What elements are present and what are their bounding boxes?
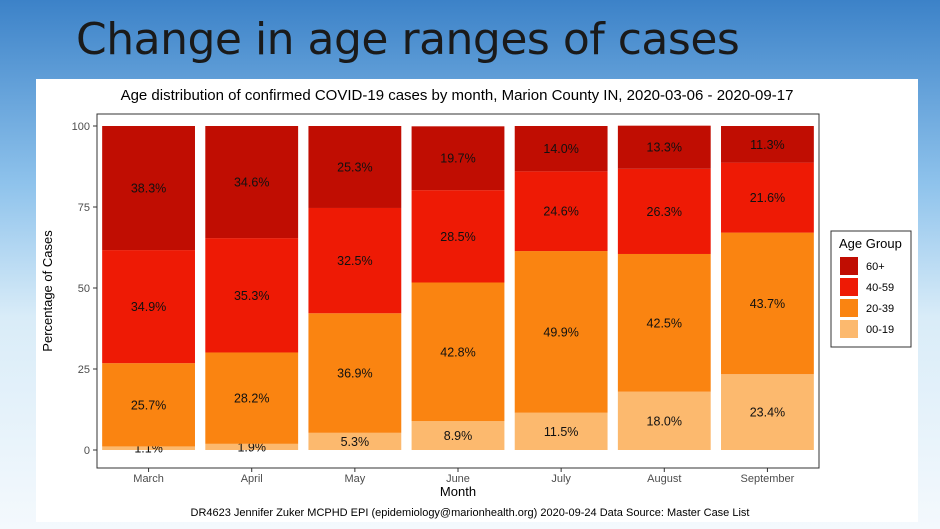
bar-segment-40-59-June: [411, 190, 505, 283]
slide-title: Change in age ranges of cases: [76, 14, 740, 65]
legend-label: 20-39: [866, 303, 894, 315]
data-label: 11.3%: [750, 138, 785, 152]
data-source-caption: DR4623 Jennifer Zuker MCPHD EPI (epidemi…: [191, 507, 750, 519]
bar-segment-00-19-August: [617, 391, 711, 450]
x-axis-title: Month: [440, 484, 476, 499]
data-label: 21.6%: [750, 191, 785, 205]
bar-segment-20-39-April: [205, 352, 299, 444]
bar-segment-00-19-June: [411, 421, 505, 450]
bar-segment-60+-May: [308, 126, 402, 208]
data-label: 28.5%: [440, 230, 475, 244]
y-tick-label: 25: [78, 364, 90, 376]
x-tick-label: August: [647, 473, 681, 485]
y-tick-label: 0: [84, 445, 90, 457]
data-label: 13.3%: [647, 141, 682, 155]
y-axis: 0 25 50 75 100: [72, 121, 97, 457]
bar-segment-20-39-June: [411, 282, 505, 422]
bar-segment-20-39-July: [514, 251, 608, 413]
legend: Age Group 60+ 40-59 20-39 00-19: [830, 230, 912, 348]
legend-title: Age Group: [839, 236, 902, 251]
data-label: 19.7%: [440, 152, 475, 166]
bar-segment-40-59-July: [514, 171, 608, 252]
legend-swatch-00-19: [840, 320, 858, 338]
data-label: 11.5%: [544, 425, 579, 439]
bar-segment-40-59-May: [308, 207, 402, 314]
data-label: 26.3%: [647, 205, 682, 219]
data-label: 34.6%: [234, 176, 269, 190]
chart-title: Age distribution of confirmed COVID-19 c…: [121, 87, 794, 104]
bar-segment-60+-June: [411, 126, 505, 191]
data-label: 18.0%: [647, 414, 682, 428]
x-tick-label: March: [133, 473, 164, 485]
y-tick-label: 75: [78, 202, 90, 214]
data-label: 25.7%: [131, 398, 166, 412]
x-tick-label: September: [741, 473, 795, 485]
bar-segment-20-39-September: [721, 232, 814, 375]
data-label: 8.9%: [444, 429, 473, 443]
bar-segment-60+-July: [514, 126, 608, 172]
data-label: 35.3%: [234, 289, 269, 303]
data-label: 28.2%: [234, 392, 269, 406]
bar-segment-00-19-September: [721, 374, 814, 450]
x-tick-label: July: [551, 473, 571, 485]
x-tick-label: May: [344, 473, 365, 485]
data-label: 14.0%: [543, 142, 578, 156]
bar-segment-20-39-March: [102, 363, 195, 447]
data-label: 43.7%: [750, 297, 785, 311]
legend-swatch-20-39: [840, 299, 858, 317]
legend-label: 60+: [866, 261, 885, 273]
x-axis: March April May June July August September: [133, 468, 795, 485]
legend-swatch-40-59: [840, 278, 858, 296]
bar-segment-60+-September: [721, 126, 814, 163]
data-label: 42.5%: [647, 316, 682, 330]
data-label: 38.3%: [131, 182, 166, 196]
bar-segment-20-39-May: [308, 313, 402, 433]
bar-segment-00-19-July: [514, 412, 608, 450]
bar-segment-60+-August: [617, 125, 711, 169]
bar-segment-00-19-March: [102, 446, 195, 450]
bar-segment-40-59-September: [721, 162, 814, 233]
bar-segment-00-19-May: [308, 432, 402, 450]
bar-segment-60+-March: [102, 126, 195, 251]
bars-group: 1.1%25.7%34.9%38.3%1.9%28.2%35.3%34.6%5.…: [102, 125, 814, 456]
bar-segment-40-59-August: [617, 168, 711, 254]
legend-swatch-60+: [840, 257, 858, 275]
data-label: 49.9%: [543, 325, 578, 339]
y-tick-label: 50: [78, 283, 90, 295]
x-tick-label: June: [446, 473, 470, 485]
data-label: 32.5%: [337, 254, 372, 268]
y-tick-label: 100: [72, 121, 90, 133]
bar-segment-00-19-April: [205, 443, 299, 450]
chart-panel: Age distribution of confirmed COVID-19 c…: [36, 79, 918, 522]
bar-segment-40-59-March: [102, 250, 195, 364]
bar-segment-40-59-April: [205, 238, 299, 353]
data-label: 24.6%: [543, 205, 578, 219]
x-tick-label: April: [241, 473, 263, 485]
y-axis-title: Percentage of Cases: [40, 230, 55, 352]
legend-label: 40-59: [866, 282, 894, 294]
data-label: 42.8%: [440, 345, 475, 359]
bar-segment-20-39-August: [617, 253, 711, 392]
data-label: 1.9%: [237, 440, 266, 454]
stacked-bar-chart: Age distribution of confirmed COVID-19 c…: [40, 87, 912, 519]
data-label: 5.3%: [341, 435, 370, 449]
data-label: 23.4%: [750, 406, 785, 420]
data-label: 25.3%: [337, 160, 372, 174]
data-label: 36.9%: [337, 367, 372, 381]
data-label: 34.9%: [131, 300, 166, 314]
legend-label: 00-19: [866, 324, 894, 336]
bar-segment-60+-April: [205, 126, 299, 239]
